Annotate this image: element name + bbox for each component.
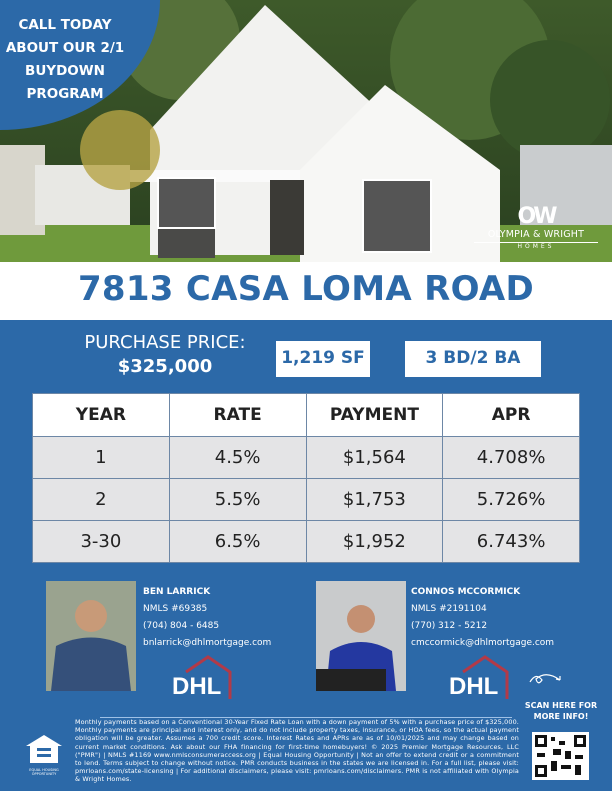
cell-apr: 4.708%: [442, 436, 580, 479]
agent-info-connos-mccormick: CONNOS MCCORMICK NMLS #2191104 (770) 312…: [411, 584, 596, 652]
scan-cta-line: MORE INFO!: [533, 712, 589, 721]
cell-apr: 6.743%: [442, 520, 580, 563]
house-photo: [0, 0, 612, 262]
promo-line: CALL TODAY: [18, 17, 112, 33]
cell-rate: 4.5%: [168, 436, 307, 479]
rate-table: YEAR RATE PAYMENT APR 1 4.5% $1,564 4.70…: [32, 393, 580, 563]
cell-apr: 5.726%: [442, 478, 580, 521]
agent-nmls: NMLS #69385: [143, 604, 208, 614]
agent-info-ben-larrick: BEN LARRICK NMLS #69385 (704) 804 - 6485…: [143, 584, 308, 652]
table-row: 1 4.5% $1,564 4.708%: [32, 436, 580, 479]
promo-line: PROGRAM: [26, 86, 104, 102]
cell-year: 3-30: [32, 520, 170, 563]
property-address: 7813 CASA LOMA ROAD: [77, 269, 535, 309]
disclaimer: Monthly payments based on a Conventional…: [75, 718, 519, 784]
table-header-row: YEAR RATE PAYMENT APR: [32, 393, 580, 437]
promo-line: BUYDOWN: [25, 63, 105, 79]
agent-email[interactable]: cmccormick@dhlmortgage.com: [411, 638, 555, 648]
builder-logo-mark: OW: [517, 204, 558, 229]
purchase-price-value: $325,000: [117, 356, 213, 377]
agent-phone[interactable]: (704) 804 - 6485: [143, 621, 220, 631]
square-feet-box: 1,219 SF: [276, 341, 370, 377]
builder-logo-sub: HOMES: [474, 242, 598, 250]
builder-logo: OW OLYMPIA & WRIGHT HOMES: [468, 205, 604, 250]
title-band: [0, 262, 612, 320]
agent-email[interactable]: bnlarrick@dhlmortgage.com: [143, 638, 272, 648]
agent-photo-connos-mccormick: [316, 581, 406, 691]
agent-nmls: NMLS #2191104: [411, 604, 487, 614]
cell-year: 1: [32, 436, 170, 479]
equal-housing-text: EQUAL HOUSING OPPORTUNITY: [29, 768, 59, 776]
scan-cta: SCAN HERE FOR MORE INFO!: [518, 700, 604, 722]
builder-logo-name: OLYMPIA & WRIGHT: [487, 229, 585, 240]
cell-year: 2: [32, 478, 170, 521]
equal-housing-logo: EQUAL HOUSING OPPORTUNITY: [24, 734, 64, 776]
header-payment: PAYMENT: [305, 393, 444, 437]
dhl-logo: DHL: [445, 654, 509, 706]
cell-payment: $1,952: [305, 520, 444, 563]
table-row: 2 5.5% $1,753 5.726%: [32, 478, 580, 521]
agent-name: CONNOS MCCORMICK: [411, 587, 521, 597]
divider: [100, 717, 512, 718]
header-rate: RATE: [168, 393, 307, 437]
purchase-price-label: PURCHASE PRICE:: [84, 332, 246, 353]
dhl-logo-text: DHL: [449, 673, 498, 700]
bed-bath-box: 3 BD/2 BA: [405, 341, 541, 377]
cell-rate: 6.5%: [168, 520, 307, 563]
cell-payment: $1,753: [305, 478, 444, 521]
cell-rate: 5.5%: [168, 478, 307, 521]
agent-name: BEN LARRICK: [143, 587, 211, 597]
table-row: 3-30 6.5% $1,952 6.743%: [32, 520, 580, 563]
cell-payment: $1,564: [305, 436, 444, 479]
dhl-logo-text: DHL: [172, 673, 221, 700]
equal-housing-icon: [26, 735, 62, 763]
dhl-logo: DHL: [168, 654, 232, 706]
curved-arrow-icon: [529, 674, 561, 684]
agent-phone[interactable]: (770) 312 - 5212: [411, 621, 488, 631]
header-year: YEAR: [32, 393, 170, 437]
promo-badge-text: CALL TODAY ABOUT OUR 2/1 BUYDOWN PROGRAM: [0, 14, 130, 106]
header-apr: APR: [442, 393, 580, 437]
scan-cta-line: SCAN HERE FOR: [524, 701, 598, 710]
qr-code[interactable]: [532, 732, 589, 780]
promo-line: ABOUT OUR 2/1: [5, 40, 125, 56]
agent-photo-ben-larrick: [46, 581, 136, 691]
purchase-price: PURCHASE PRICE: $325,000: [60, 331, 270, 379]
